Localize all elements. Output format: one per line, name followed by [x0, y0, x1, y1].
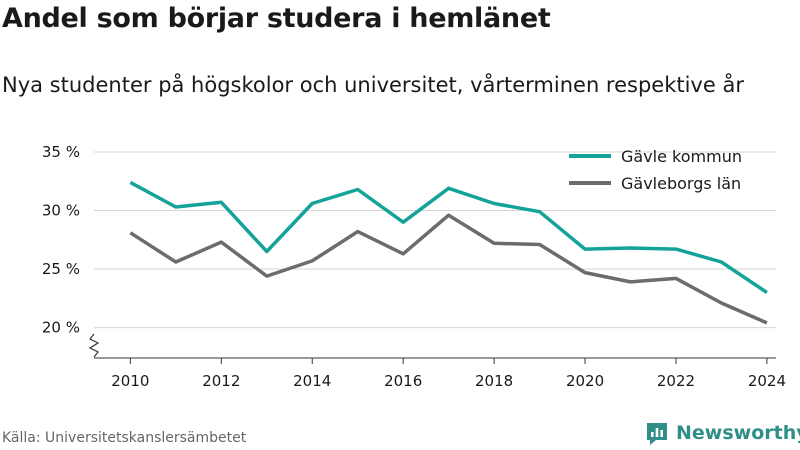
x-tick-label: 2012 [202, 372, 240, 390]
legend-label: Gävle kommun [621, 147, 742, 166]
x-axis: 2010 2012 2014 2016 2018 2020 2022 2024 [88, 333, 786, 390]
brand-name: Newsworthy [676, 422, 800, 444]
x-tick-label: 2020 [566, 372, 604, 390]
legend-label: Gävleborgs län [621, 174, 741, 193]
brand-logo: Newsworthy [644, 420, 800, 446]
chart-subtitle: Nya studenter på högskolor och universit… [2, 73, 744, 97]
chart-title: Andel som börjar studera i hemlänet [2, 3, 551, 34]
x-tick-label: 2018 [475, 372, 513, 390]
y-tick-label: 30 % [42, 202, 80, 220]
axis-break-mark [88, 333, 100, 358]
series-line-0 [129, 180, 768, 294]
x-tick-label: 2022 [657, 372, 695, 390]
series-lines [129, 180, 768, 325]
grid-lines [94, 151, 776, 329]
x-tick-label: 2016 [384, 372, 422, 390]
legend: Gävle kommun Gävleborgs län [569, 147, 742, 193]
x-tick-label: 2014 [293, 372, 331, 390]
x-tick-label: 2010 [111, 372, 149, 390]
series-line-1 [129, 213, 768, 325]
y-tick-label: 25 % [42, 260, 80, 278]
y-axis-ticks: 20 % 25 % 30 % 35 % [42, 143, 80, 337]
newsworthy-logo-icon [647, 423, 667, 445]
x-tick-label: 2024 [748, 372, 786, 390]
y-tick-label: 35 % [42, 143, 80, 161]
source-note: Källa: Universitetskanslersämbetet [2, 430, 247, 446]
y-tick-label: 20 % [42, 319, 80, 337]
